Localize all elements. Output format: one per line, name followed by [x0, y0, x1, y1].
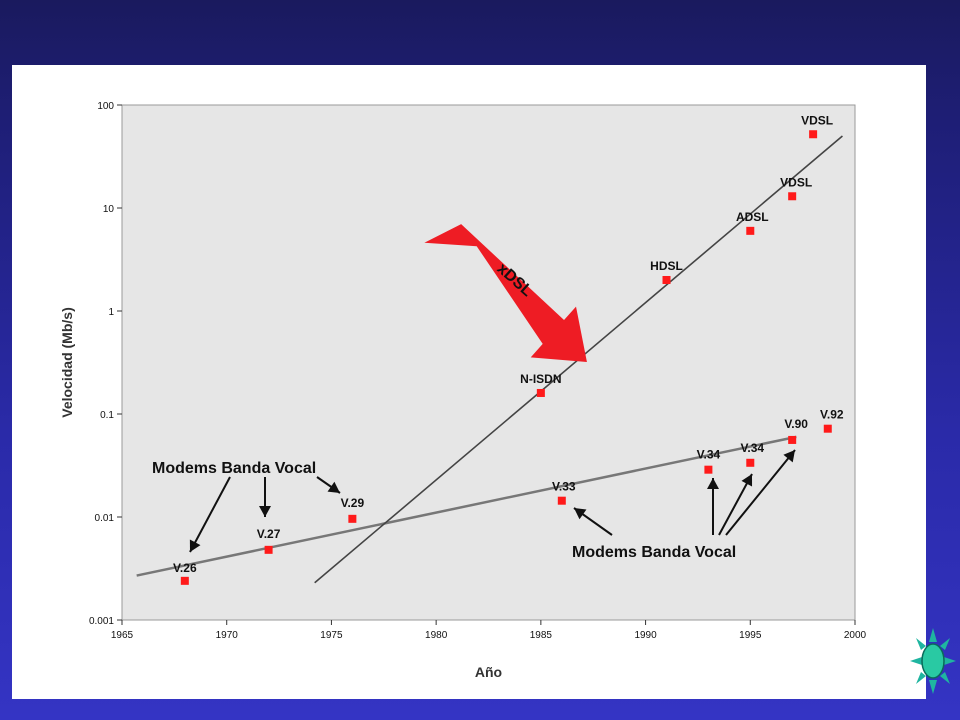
- annotation-arrow-head: [574, 508, 587, 520]
- annotation-arrow-head: [327, 481, 340, 493]
- annotations: xDSL Modems Banda Vocal Modems Banda Voc…: [152, 224, 796, 561]
- modem-trend-line: [136, 435, 797, 577]
- modems-label-lower: Modems Banda Vocal: [572, 544, 736, 561]
- data-point-marker: [704, 465, 713, 474]
- y-axis: 0.001 0.01 0.1 1 10 100: [89, 101, 122, 627]
- y-tick-label: 1: [108, 307, 114, 318]
- annotation-arrow-line: [725, 449, 796, 536]
- x-tick-label: 1995: [739, 630, 762, 641]
- data-point-marker: [746, 458, 755, 467]
- data-point-label: V.29: [341, 496, 365, 510]
- annotation-arrow-line: [189, 476, 231, 553]
- x-tick-label: 1975: [320, 630, 343, 641]
- y-tick-label: 100: [97, 101, 114, 112]
- plot-area: [121, 104, 856, 621]
- modems-label-upper: Modems Banda Vocal: [152, 460, 316, 477]
- annotation-arrow-head: [189, 539, 201, 552]
- data-point-marker: [746, 226, 755, 235]
- data-point-label: V.34: [740, 441, 764, 455]
- x-axis-label: Año: [475, 664, 502, 680]
- data-point-marker: [180, 576, 189, 585]
- y-tick-label: 0.001: [89, 616, 114, 627]
- data-point-marker: [809, 130, 818, 139]
- annotation-arrows: [189, 449, 796, 553]
- y-tick-label: 10: [103, 204, 115, 215]
- data-point-label: V.90: [784, 417, 808, 431]
- data-point-label: V.26: [173, 561, 197, 575]
- x-tick-label: 1970: [216, 630, 239, 641]
- annotation-arrow-head: [783, 450, 795, 463]
- annotation-arrow-head: [259, 506, 271, 517]
- x-tick-label: 1985: [530, 630, 553, 641]
- data-point-marker: [348, 514, 357, 523]
- data-point-label: VDSL: [780, 175, 812, 189]
- x-tick-label: 1990: [634, 630, 657, 641]
- sun-navigation-icon[interactable]: [908, 626, 958, 696]
- data-point-label: N-ISDN: [520, 372, 561, 386]
- data-point-marker: [662, 275, 671, 284]
- x-tick-label: 2000: [844, 630, 867, 641]
- data-point-marker: [557, 496, 566, 505]
- data-point-label: V.34: [697, 448, 721, 462]
- data-point-marker: [788, 435, 797, 444]
- x-tick-label: 1965: [111, 630, 134, 641]
- data-point-label: V.27: [257, 527, 281, 541]
- annotation-arrow-head: [741, 474, 753, 487]
- data-point-label: HDSL: [650, 259, 683, 273]
- chart-panel: 1965 1970 1975 1980 1985 1990 1995 2000 0.001 0.…: [12, 65, 926, 699]
- x-tick-label: 1980: [425, 630, 448, 641]
- annotation-arrow-head: [707, 478, 719, 489]
- data-point-marker: [823, 424, 832, 433]
- data-point-label: VDSL: [801, 113, 833, 127]
- y-tick-label: 0.1: [100, 410, 114, 421]
- data-point-label: V.33: [552, 480, 576, 494]
- data-points: V.26 V.27 V.29 V.33 V.34 V.34 V.90 V.92 N-ISDN HD…: [173, 113, 844, 585]
- data-point-marker: [536, 388, 545, 397]
- y-tick-label: 0.01: [95, 513, 115, 524]
- data-point-label: ADSL: [736, 210, 769, 224]
- annotation-arrow-line: [718, 473, 753, 536]
- chart-svg: 1965 1970 1975 1980 1985 1990 1995 2000 0.0010.…: [59, 101, 867, 680]
- xdsl-arrow-shape: [424, 224, 587, 362]
- data-point-marker: [788, 192, 797, 201]
- data-point-marker: [264, 545, 273, 554]
- x-axis: 1965 1970 1975 1980 1985 1990 1995 2000: [111, 620, 867, 641]
- data-point-label: V.92: [820, 408, 844, 422]
- y-axis-label: Velocidad (Mb/s): [59, 307, 75, 417]
